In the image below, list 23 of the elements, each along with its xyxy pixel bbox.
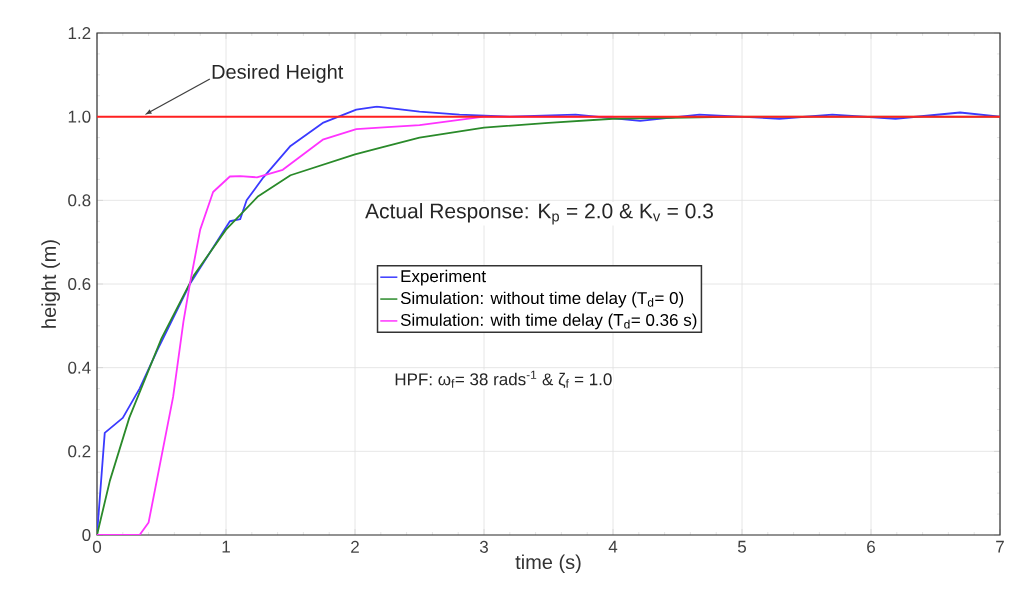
legend-label: Experiment bbox=[401, 269, 486, 286]
x-tick-label: 3 bbox=[479, 540, 488, 553]
y-tick-label: 0.4 bbox=[68, 361, 91, 374]
x-axis-title: time (s) bbox=[515, 554, 581, 574]
x-tick-label: 5 bbox=[737, 540, 747, 553]
y-tick-label: 1.2 bbox=[68, 27, 91, 39]
x-tick-label: 0 bbox=[92, 540, 102, 553]
annotation: HPF: ω$_{f}$= 38 rads$^{-1}$ & ζ$_{f}$ = 1.0 bbox=[395, 370, 612, 389]
y-axis-title: height (m) bbox=[41, 240, 60, 328]
x-tick-label: 6 bbox=[867, 540, 875, 553]
x-tick-label: 7 bbox=[996, 540, 1004, 553]
y-tick-label: 0.8 bbox=[68, 194, 91, 207]
ref-line-label: Desired Height bbox=[212, 64, 344, 83]
y-tick-label: 1.0 bbox=[68, 110, 91, 123]
x-tick-label: 4 bbox=[608, 540, 618, 553]
legend-label: Simulation: without time delay (T$_{d}$= 0) bbox=[400, 291, 684, 308]
y-tick-label: 0 bbox=[82, 528, 91, 542]
legend-label: Simulation: with time delay (T$_{d}$= 0.36 s) bbox=[400, 313, 697, 330]
x-tick-label: 1 bbox=[222, 540, 230, 553]
y-tick-label: 0.2 bbox=[68, 445, 91, 458]
y-tick-label: 0.6 bbox=[68, 277, 91, 291]
annotation: Actual Response: K$_{p}$ = 2.0 & K$_{v}$ = 0.3 bbox=[365, 203, 713, 225]
x-tick-label: 2 bbox=[351, 540, 359, 553]
